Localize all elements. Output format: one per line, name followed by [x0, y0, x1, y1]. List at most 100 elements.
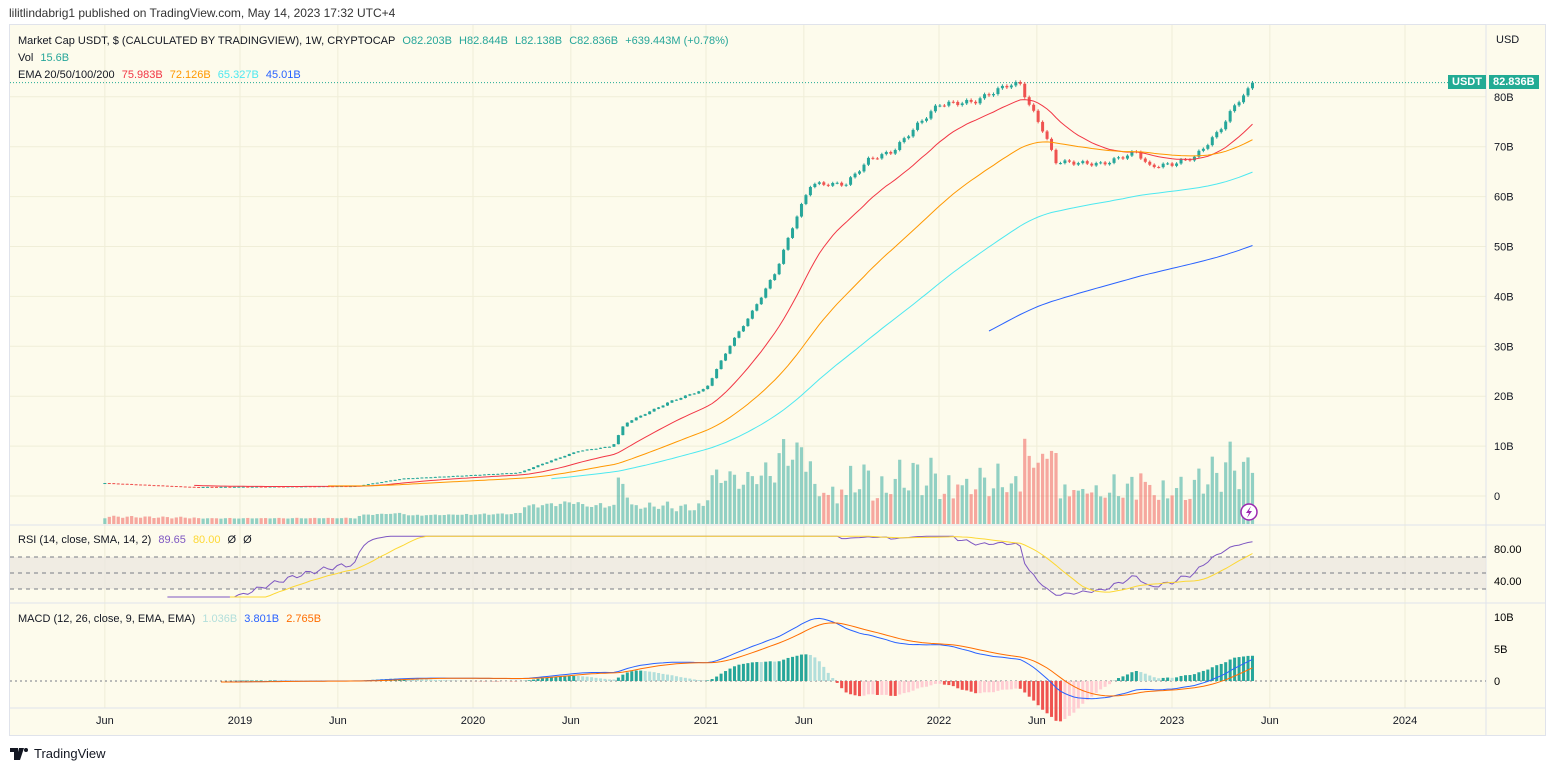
candle-body — [465, 475, 469, 477]
volume-bar — [442, 514, 446, 524]
symbol-title[interactable]: Market Cap USDT, $ (CALCULATED BY TRADIN… — [18, 35, 396, 47]
volume-bar — [1099, 496, 1103, 524]
macd-signal-value: 2.765B — [286, 613, 322, 625]
time-tick: 2019 — [228, 715, 252, 727]
volume-bar — [308, 518, 312, 524]
volume-bar — [447, 514, 451, 524]
candle-body — [1157, 167, 1161, 169]
volume-bar — [759, 475, 763, 524]
volume-bar — [826, 494, 830, 524]
volume-bar — [371, 514, 375, 524]
volume-bar — [960, 485, 964, 524]
volume-bar — [782, 439, 786, 524]
volume-bar — [514, 513, 518, 524]
rsi-ma-line — [229, 535, 1253, 598]
chart-frame[interactable] — [9, 24, 1546, 736]
tradingview-logo[interactable]: TradingView — [10, 746, 106, 761]
candle-body — [621, 426, 625, 436]
volume-bar — [183, 517, 187, 524]
volume-bar — [438, 515, 442, 524]
volume-bar — [567, 502, 571, 524]
candle-body — [813, 183, 817, 188]
volume-bar — [362, 514, 366, 524]
volume-bar — [799, 447, 804, 524]
candle-body — [840, 182, 844, 186]
macd-tick: 0 — [1494, 676, 1500, 688]
candle-body — [893, 149, 897, 154]
macd-histogram-bar — [728, 668, 732, 681]
candle-body — [1206, 145, 1210, 149]
macd-histogram-bar — [884, 681, 888, 695]
candle-body — [916, 122, 920, 130]
candle-body — [1192, 156, 1196, 161]
ema-label[interactable]: EMA 20/50/100/200 — [18, 69, 115, 81]
volume-bar — [1103, 497, 1107, 524]
time-tick: 2022 — [927, 715, 951, 727]
macd-histogram-bar — [974, 681, 978, 694]
volume-bar — [889, 494, 893, 524]
volume-bar — [572, 503, 576, 524]
volume-bar — [464, 513, 469, 524]
price-tick: 60B — [1494, 192, 1514, 204]
macd-histogram-bar — [554, 676, 558, 681]
candle-body — [281, 486, 285, 488]
macd-histogram-bar — [1099, 681, 1103, 690]
volume-bar — [978, 467, 982, 524]
volume-bar — [871, 500, 875, 524]
candle-body — [987, 94, 991, 96]
volume-bar — [701, 505, 705, 524]
volume-bar — [1139, 473, 1143, 524]
rsi-label[interactable]: RSI (14, close, SMA, 14, 2) — [18, 534, 152, 546]
price-tick: 30B — [1494, 341, 1514, 353]
lightning-bolt-icon — [1246, 506, 1252, 518]
macd-histogram-bar — [750, 662, 754, 681]
volume-bar — [380, 513, 384, 524]
candle-body — [719, 360, 723, 370]
volume-bar — [406, 515, 411, 524]
volume-bar — [424, 515, 428, 524]
macd-histogram-bar — [844, 681, 848, 693]
candle-body — [482, 474, 486, 476]
volume-bar — [214, 518, 219, 524]
macd-histogram-bar — [420, 679, 424, 681]
candle-body — [1076, 163, 1080, 165]
candle-body — [210, 486, 214, 488]
macd-histogram-bar — [1179, 675, 1183, 681]
macd-histogram-bar — [826, 672, 830, 681]
candle-body — [1081, 161, 1085, 164]
macd-histogram-bar — [697, 680, 701, 681]
candle-body — [670, 400, 674, 403]
volume-bar — [692, 510, 696, 524]
volume-bar — [138, 517, 143, 524]
volume-bar — [317, 518, 321, 524]
macd-histogram-bar — [688, 678, 692, 681]
volume-bar — [295, 517, 299, 524]
candle-body — [223, 486, 227, 488]
currency-label[interactable]: USD — [1496, 34, 1520, 46]
volume-bar — [996, 463, 1000, 524]
candle-body — [625, 422, 629, 427]
candle-body — [1072, 161, 1076, 165]
macd-histogram-bar — [1058, 681, 1062, 722]
candle-body — [1183, 159, 1187, 161]
time-tick: Jun — [562, 715, 580, 727]
macd-histogram-bar — [532, 679, 536, 681]
volume-bar — [741, 484, 746, 524]
candle-body — [706, 385, 710, 390]
volume-bar — [728, 471, 732, 524]
candle-body — [536, 465, 540, 468]
volume-bar — [1058, 498, 1063, 524]
volume-bar — [746, 471, 750, 524]
volume-bar — [920, 495, 924, 524]
macd-histogram-bar — [1005, 681, 1009, 690]
price-tick: 70B — [1494, 142, 1514, 154]
rsi-legend: RSI (14, close, SMA, 14, 2) 89.65 80.00 … — [18, 534, 256, 546]
vol-label[interactable]: Vol — [18, 52, 34, 64]
volume-bar — [853, 492, 857, 524]
candle-body — [639, 415, 643, 418]
candle-body — [594, 448, 598, 450]
candle-body — [844, 184, 848, 186]
volume-bar — [848, 465, 853, 524]
macd-label[interactable]: MACD (12, 26, close, 9, EMA, EMA) — [18, 613, 196, 625]
